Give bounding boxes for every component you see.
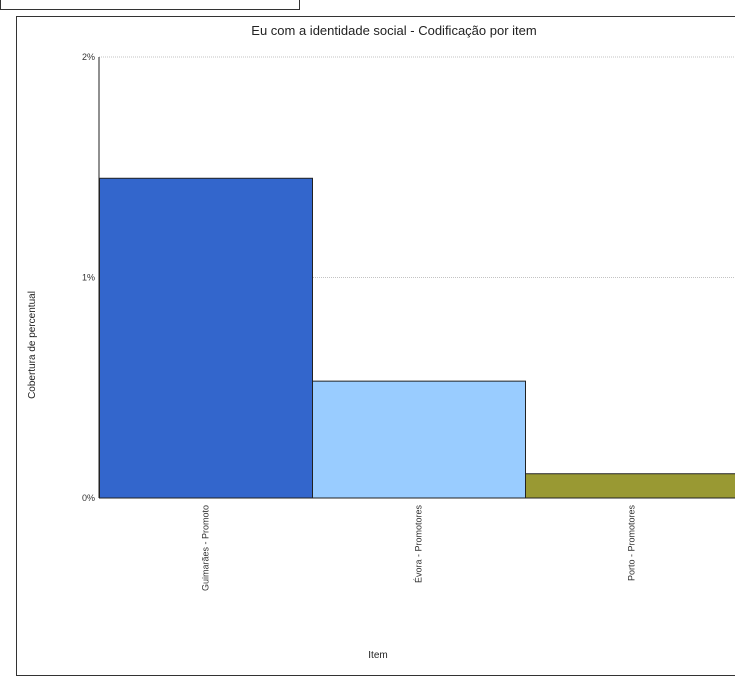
- x-tick-labels: Guimarães - Promoto Évora - Promotores Por…: [201, 505, 637, 592]
- chart-title: Eu com a identidade social - Codificação…: [251, 23, 536, 38]
- x-axis-label: Item: [368, 650, 387, 661]
- y-tick-label-1: 1%: [82, 273, 95, 283]
- y-tick-label-2: 2%: [82, 52, 95, 62]
- x-tick-label-3: Porto - Promotores: [627, 505, 637, 582]
- x-tick-label-1: Guimarães - Promoto: [201, 505, 211, 591]
- bars: [100, 178, 735, 498]
- x-tick-label-2: Évora - Promotores: [414, 505, 424, 584]
- y-axis-label: Cobertura de percentual: [27, 291, 38, 399]
- y-tick-labels: 0% 1% 2%: [82, 52, 95, 503]
- bar-3: [526, 474, 735, 498]
- y-tick-label-0: 0%: [82, 493, 95, 503]
- bar-1: [100, 178, 313, 498]
- bar-2: [313, 381, 526, 498]
